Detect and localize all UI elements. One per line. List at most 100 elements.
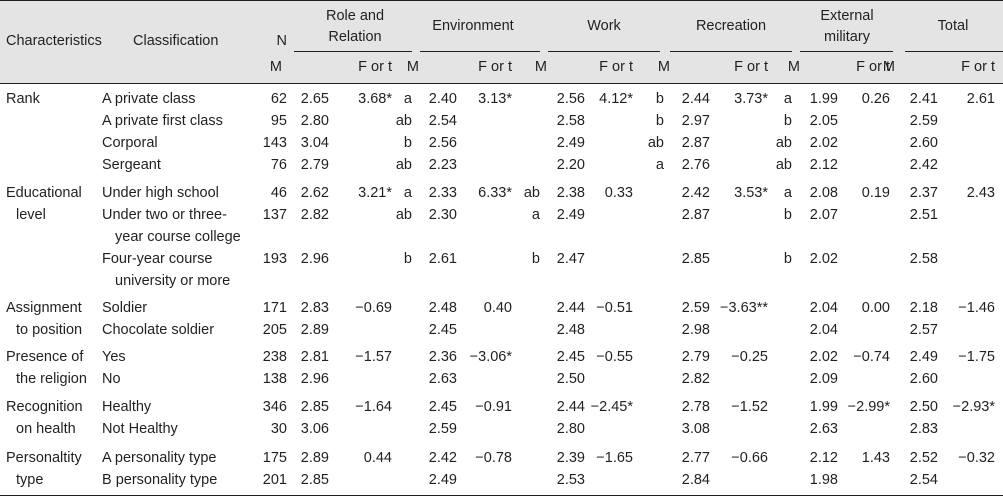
cell-mean: 2.42 xyxy=(909,157,938,173)
cell-mean: 2.04 xyxy=(809,300,838,316)
cell-mean: 3.08 xyxy=(681,421,710,437)
cell-mean: 2.54 xyxy=(909,472,938,488)
row-n: 201 xyxy=(262,472,287,488)
row-classification: Healthy xyxy=(102,399,152,415)
cell-mean: 2.84 xyxy=(681,472,710,488)
header-group-rule-0 xyxy=(294,51,412,52)
cell-mean: 2.85 xyxy=(300,472,329,488)
row-characteristic-line2: the religion xyxy=(16,371,87,387)
cell-mean: 2.77 xyxy=(681,450,710,466)
cell-post-hoc: ab xyxy=(395,157,412,173)
cell-mean: 2.79 xyxy=(300,157,329,173)
top-rule xyxy=(0,0,1003,2)
cell-mean: 2.63 xyxy=(428,371,457,387)
header-f-or-t-4: F or t xyxy=(856,59,890,75)
cell-f-or-t: 3.53* xyxy=(734,185,768,201)
cell-mean: 2.62 xyxy=(300,185,329,201)
cell-mean: 2.49 xyxy=(428,472,457,488)
row-n: 95 xyxy=(270,113,287,129)
cell-mean: 2.49 xyxy=(909,349,938,365)
row-n: 30 xyxy=(270,421,287,437)
cell-mean: 2.79 xyxy=(681,349,710,365)
row-characteristic: Rank xyxy=(6,91,40,107)
header-group-0-line2: Relation xyxy=(328,29,382,45)
cell-mean: 2.18 xyxy=(909,300,938,316)
cell-mean: 2.57 xyxy=(909,322,938,338)
row-characteristic: Presence of xyxy=(6,349,84,365)
row-classification: Corporal xyxy=(102,135,158,151)
cell-f-or-t: −0.74 xyxy=(853,349,890,365)
header-group-3: Recreation xyxy=(695,18,767,34)
cell-mean: 2.83 xyxy=(909,421,938,437)
cell-f-or-t: 3.73* xyxy=(734,91,768,107)
cell-mean: 2.96 xyxy=(300,251,329,267)
cell-mean: 2.36 xyxy=(428,349,457,365)
header-f-or-t-1: F or t xyxy=(478,59,512,75)
cell-mean: 2.40 xyxy=(428,91,457,107)
cell-mean: 2.44 xyxy=(681,91,710,107)
cell-post-hoc: b xyxy=(783,113,792,129)
row-classification: Yes xyxy=(102,349,126,365)
row-classification: Sergeant xyxy=(102,157,161,173)
header-f-or-t-2: F or t xyxy=(599,59,633,75)
cell-mean: 2.49 xyxy=(556,135,585,151)
cell-mean: 2.51 xyxy=(909,207,938,223)
row-classification: No xyxy=(102,371,121,387)
cell-post-hoc: a xyxy=(403,91,412,107)
cell-f-or-t: −1.65 xyxy=(596,450,633,466)
row-classification: Under high school xyxy=(102,185,219,201)
header-group-rule-1 xyxy=(420,51,540,52)
cell-f-or-t: −0.51 xyxy=(596,300,633,316)
header-m-5: M xyxy=(882,59,895,75)
cell-mean: 2.54 xyxy=(428,113,457,129)
header-f-or-t-3: F or t xyxy=(734,59,768,75)
cell-mean: 2.96 xyxy=(300,371,329,387)
row-classification: Soldier xyxy=(102,300,148,316)
row-n: 171 xyxy=(262,300,287,316)
cell-mean: 2.63 xyxy=(809,421,838,437)
cell-mean: 2.89 xyxy=(300,450,329,466)
header-group-4-line2: military xyxy=(824,29,870,45)
row-classification-line2: university or more xyxy=(115,273,231,289)
cell-mean: 2.23 xyxy=(428,157,457,173)
row-classification: Four-year course xyxy=(102,251,213,267)
row-characteristic-line2: level xyxy=(16,207,46,223)
row-classification-line2: year course college xyxy=(115,229,241,245)
header-m-0: M xyxy=(269,59,282,75)
header-f-or-t-0: F or t xyxy=(358,59,392,75)
cell-f-or-t: −0.91 xyxy=(475,399,512,415)
cell-post-hoc: ab xyxy=(523,185,540,201)
cell-f-or-t: 0.33 xyxy=(604,185,633,201)
row-classification: Chocolate soldier xyxy=(102,322,215,338)
header-group-rule-4 xyxy=(800,51,893,52)
cell-f-or-t: −0.25 xyxy=(731,349,768,365)
cell-mean: 1.99 xyxy=(809,399,838,415)
cell-f-or-t: 3.13* xyxy=(478,91,512,107)
cell-mean: 2.47 xyxy=(556,251,585,267)
cell-mean: 2.37 xyxy=(909,185,938,201)
cell-mean: 2.39 xyxy=(556,450,585,466)
cell-f-or-t: −0.66 xyxy=(731,450,768,466)
cell-f-or-t: −0.32 xyxy=(958,450,995,466)
cell-mean: 1.99 xyxy=(809,91,838,107)
cell-f-or-t: 0.19 xyxy=(861,185,890,201)
cell-mean: 2.04 xyxy=(809,322,838,338)
cell-post-hoc: a xyxy=(403,185,412,201)
row-characteristic: Recognition xyxy=(6,399,83,415)
cell-post-hoc: a xyxy=(655,157,664,173)
header-f-or-t-5: F or t xyxy=(961,59,995,75)
cell-mean: 2.44 xyxy=(556,300,585,316)
cell-mean: 2.85 xyxy=(300,399,329,415)
header-background xyxy=(0,0,1003,83)
cell-f-or-t: 0.44 xyxy=(363,450,392,466)
cell-post-hoc: b xyxy=(783,207,792,223)
cell-post-hoc: b xyxy=(403,251,412,267)
cell-mean: 2.07 xyxy=(809,207,838,223)
header-group-1: Environment xyxy=(432,18,514,34)
header-group-rule-5 xyxy=(905,51,1003,52)
cell-post-hoc: ab xyxy=(775,157,792,173)
cell-post-hoc: b xyxy=(655,113,664,129)
cell-mean: 2.50 xyxy=(909,399,938,415)
header-m-4: M xyxy=(787,59,800,75)
header-m-3: M xyxy=(657,59,670,75)
